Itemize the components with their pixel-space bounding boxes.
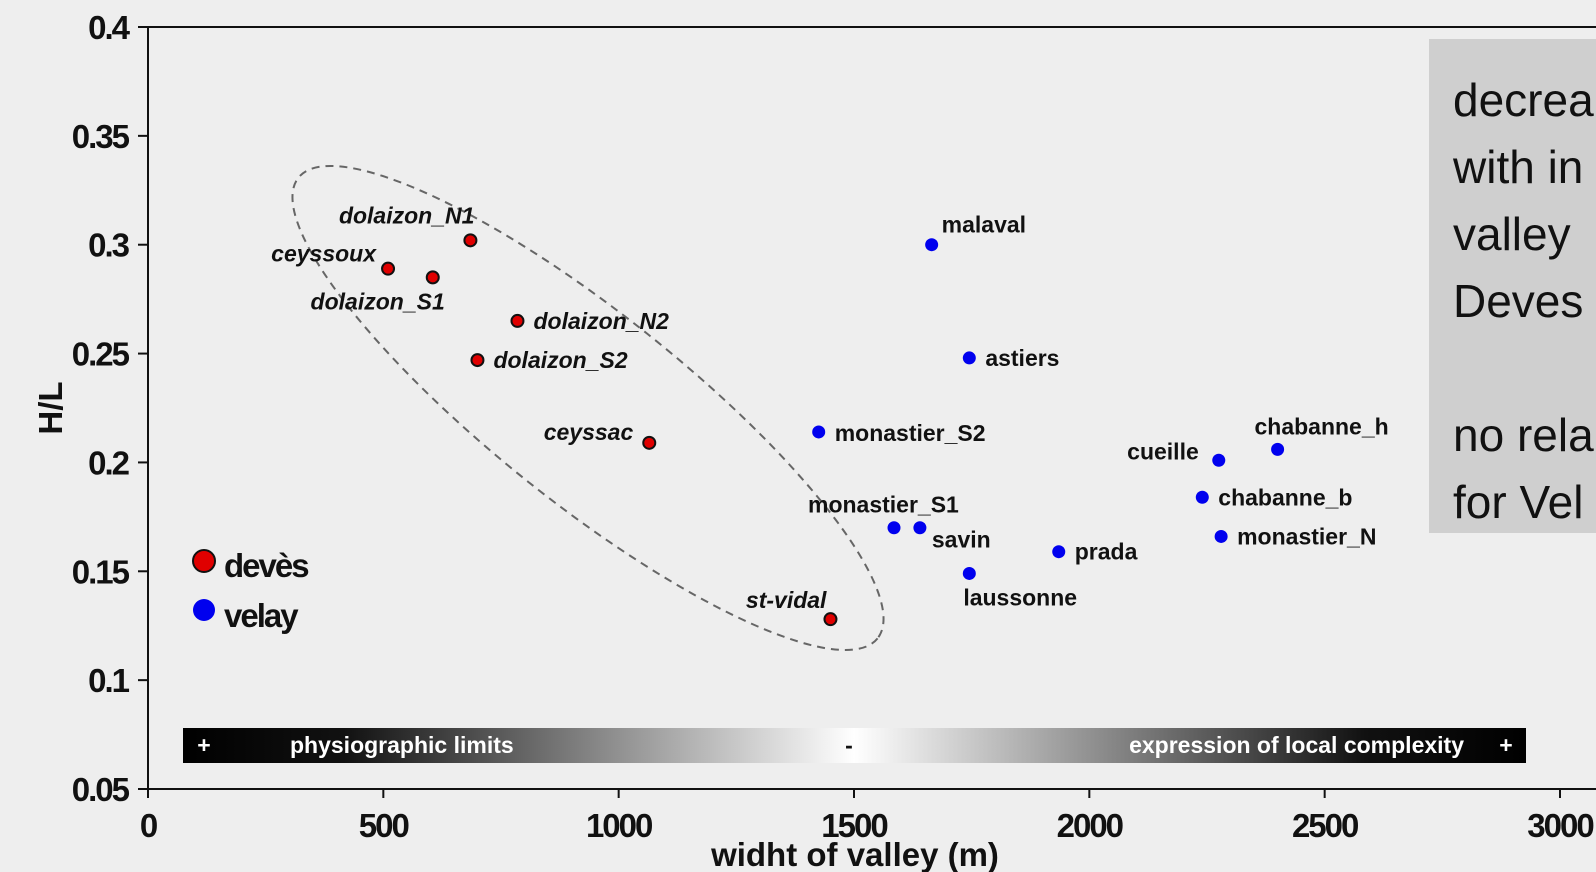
point-dolaizon_N2 — [510, 313, 525, 328]
point-label-chabanne_h: chabanne_h — [1254, 413, 1388, 439]
y-tick-label: 0.3 — [88, 227, 130, 264]
point-malaval — [925, 238, 939, 252]
y-tick-label: 0.15 — [72, 553, 130, 590]
y-tick-label: 0.25 — [72, 336, 130, 373]
point-monastier_N — [1214, 529, 1228, 543]
note-box: decrea with in valley Deves no rela for … — [1429, 39, 1596, 533]
legend-label-devès: devès — [224, 547, 308, 584]
point-label-dolaizon_S1: dolaizon_S1 — [311, 288, 445, 314]
point-label-laussonne: laussonne — [963, 584, 1077, 610]
x-tick-label: 2500 — [1292, 807, 1358, 844]
point-monastier_S1 — [887, 521, 901, 535]
point-ceyssac — [642, 435, 657, 450]
point-label-prada: prada — [1075, 539, 1138, 565]
point-label-astiers: astiers — [985, 345, 1059, 371]
legend: devès velay — [192, 547, 310, 634]
y-axis-title: H/L — [32, 381, 69, 434]
x-ticks: 0 500 1000 1500 2000 2500 3000 — [140, 789, 1595, 844]
point-prada — [1052, 545, 1066, 559]
y-tick-label: 0.05 — [72, 771, 130, 808]
gradient-bar — [183, 728, 1526, 763]
point-ceyssoux — [381, 261, 396, 276]
x-tick-label: 500 — [359, 807, 409, 844]
bar-right-sign: + — [1499, 732, 1512, 758]
point-label-dolaizon_N2: dolaizon_N2 — [533, 308, 669, 334]
y-tick-label: 0.1 — [88, 662, 130, 699]
point-dolaizon_S2 — [470, 353, 485, 368]
x-tick-label: 1000 — [586, 807, 652, 844]
point-label-cueille: cueille — [1127, 438, 1199, 464]
point-label-chabanne_b: chabanne_b — [1218, 484, 1352, 510]
y-ticks: 0.05 0.1 0.15 0.2 0.25 0.3 0.35 0.4 — [72, 9, 148, 808]
y-tick-label: 0.4 — [88, 9, 131, 46]
legend-label-velay: velay — [224, 597, 299, 634]
point-label-monastier_S2: monastier_S2 — [835, 420, 986, 446]
x-tick-label: 1500 — [821, 807, 887, 844]
point-dolaizon_S1 — [425, 270, 440, 285]
bar-left-sign: + — [197, 732, 210, 758]
point-chabanne_h — [1271, 442, 1285, 456]
x-tick-label: 2000 — [1057, 807, 1123, 844]
point-dolaizon_N1 — [463, 233, 478, 248]
point-label-malaval: malaval — [942, 212, 1026, 238]
point-label-ceyssoux: ceyssoux — [271, 241, 377, 267]
point-label-dolaizon_N1: dolaizon_N1 — [339, 202, 474, 228]
devès-group-ellipse — [291, 164, 885, 652]
point-chabanne_b — [1195, 490, 1209, 504]
point-label-st-vidal: st-vidal — [746, 587, 827, 613]
point-astiers — [962, 351, 976, 365]
point-label-monastier_S1: monastier_S1 — [808, 492, 959, 518]
data-points: dolaizon_N1 ceyssoux dolaizon_S1 dolaizon_N… — [271, 202, 1389, 627]
bar-middle-sign: - — [845, 732, 853, 758]
point-label-dolaizon_S2: dolaizon_S2 — [493, 347, 627, 373]
point-laussonne — [962, 566, 976, 580]
bar-left-text: physiographic limits — [290, 732, 514, 758]
point-monastier_S2 — [812, 425, 826, 439]
note-text: decrea with in valley Deves no rela for … — [1453, 74, 1594, 528]
point-savin — [913, 521, 927, 535]
x-tick-label: 3000 — [1527, 807, 1593, 844]
point-label-ceyssac: ceyssac — [544, 419, 634, 445]
point-label-savin: savin — [932, 527, 991, 553]
legend-marker-devès — [192, 549, 216, 573]
x-axis-title: widht of valley (m) — [710, 836, 999, 872]
point-st-vidal — [823, 612, 838, 627]
x-tick-label: 0 — [140, 807, 157, 844]
point-label-monastier_N: monastier_N — [1237, 523, 1376, 549]
y-tick-label: 0.35 — [72, 118, 130, 155]
legend-marker-velay — [193, 599, 215, 621]
bar-right-text: expression of local complexity — [1129, 732, 1464, 758]
y-tick-label: 0.2 — [88, 444, 130, 481]
point-cueille — [1212, 453, 1226, 467]
